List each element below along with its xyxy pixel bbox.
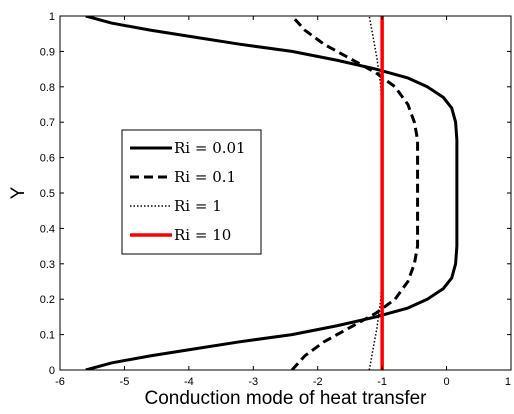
y-tick-label: 0.4 — [40, 223, 55, 235]
series-layer — [85, 16, 459, 370]
y-tick-label: 0.8 — [40, 82, 55, 94]
legend-label-2: Ri = 0.1 — [174, 168, 236, 186]
y-tick-label: 0.2 — [40, 294, 55, 306]
y-tick-label: 0.7 — [40, 117, 55, 129]
x-tick-label: -2 — [313, 376, 323, 388]
y-tick-label: 0.1 — [40, 330, 55, 342]
x-tick-label: -6 — [55, 376, 65, 388]
legend-box — [121, 129, 262, 255]
legend-label-4: Ri = 10 — [174, 226, 231, 244]
series-line-1 — [85, 16, 459, 370]
y-tick-label: 0.9 — [40, 46, 55, 58]
y-tick-label: 1 — [49, 11, 55, 23]
series-line-2 — [290, 16, 420, 370]
x-tick-label: -4 — [184, 376, 194, 388]
x-tick-label: -3 — [248, 376, 258, 388]
x-tick-label: 1 — [505, 376, 511, 388]
legend-label-3: Ri = 1 — [174, 197, 222, 215]
y-tick-label: 0 — [49, 365, 55, 377]
y-axis-label: Y — [8, 186, 29, 199]
ticks-layer: -6 -5 -4 -3 -2 -1 0 1 0 0.1 0.2 0.3 0.4 0.5 0.6 0.7 0.8 0… — [40, 11, 512, 388]
x-tick-label: 0 — [444, 376, 450, 388]
x-tick-label: -1 — [377, 376, 387, 388]
legend: Ri = 0.01 Ri = 0.1 Ri = 1 Ri = 10 — [121, 129, 262, 255]
y-tick-label: 0.6 — [40, 153, 55, 165]
y-tick-label: 0.5 — [40, 188, 55, 200]
legend-label-1: Ri = 0.01 — [174, 139, 246, 157]
x-tick-label: -5 — [120, 376, 130, 388]
y-tick-label: 0.3 — [40, 259, 55, 271]
x-axis-label: Conduction mode of heat transfer — [144, 388, 427, 409]
